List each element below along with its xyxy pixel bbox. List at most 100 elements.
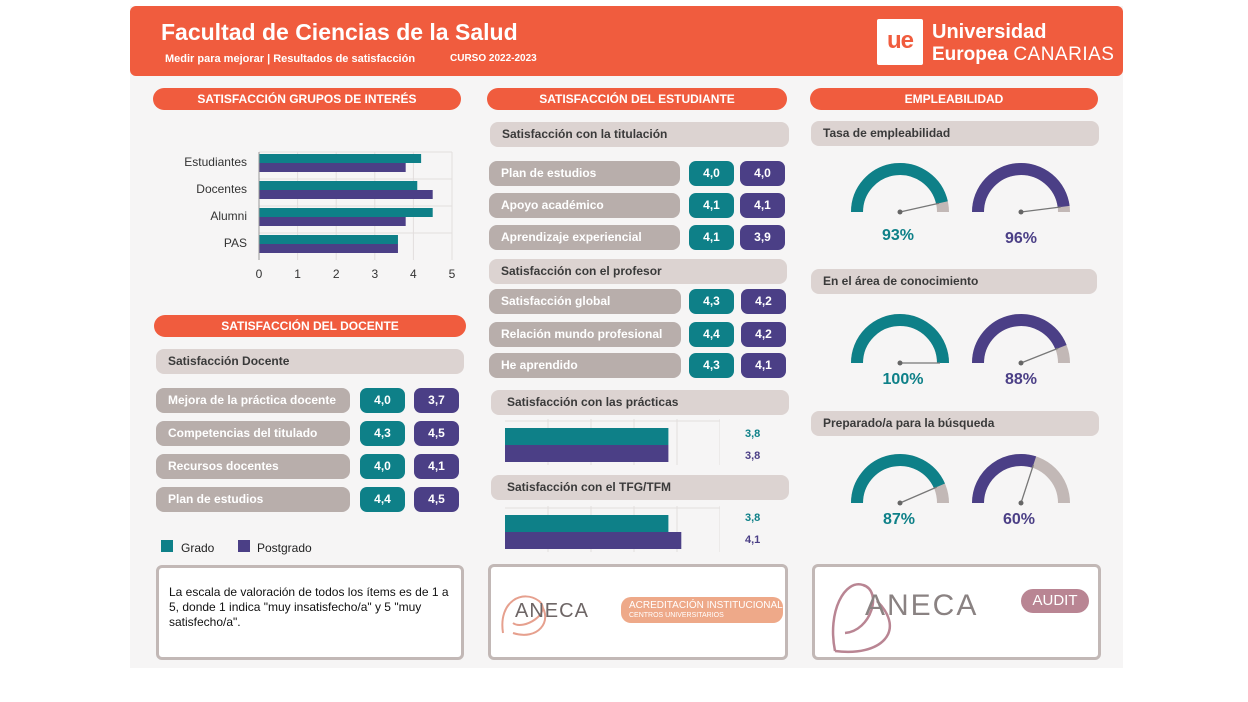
acreditacion-line2: CENTROS UNIVERSITARIOS — [629, 612, 724, 619]
titulacion-grado-value: 4,1 — [689, 193, 734, 218]
docente-grado-value: 4,0 — [360, 388, 405, 413]
area-block-title: En el área de conocimiento — [811, 269, 1097, 294]
bar-grado — [505, 515, 669, 532]
bar — [259, 163, 406, 172]
category-label: PAS — [224, 236, 247, 250]
area-grado-value: 100% — [882, 371, 924, 388]
tfg-bar-chart — [505, 506, 720, 552]
area-postgrado-gauge — [972, 314, 1070, 366]
header-banner: Facultad de Ciencias de la Salud Medir p… — [130, 6, 1123, 76]
busqueda-grado-value: 87% — [882, 511, 916, 528]
docente-row-label: Recursos docentes — [156, 454, 350, 479]
gauge-pivot — [1018, 500, 1024, 506]
aneca2-logo-text: ANECA — [865, 589, 978, 622]
titulacion-row-label: Plan de estudios — [489, 161, 680, 186]
scale-note-box: La escala de valoración de todos los íte… — [156, 565, 464, 660]
category-label: Docentes — [196, 182, 247, 196]
gauge-needle — [899, 202, 940, 213]
gauge-fill — [851, 314, 949, 364]
gauge-fill — [851, 163, 948, 213]
titulacion-grado-value: 4,1 — [689, 225, 734, 250]
gauge-fill — [972, 454, 1037, 504]
docente-postgrado-value: 4,1 — [414, 454, 459, 479]
empleo-block-title: Tasa de empleabilidad — [811, 121, 1099, 146]
docente-section-title: SATISFACCIÓN DEL DOCENTE — [154, 315, 466, 337]
titulacion-postgrado-value: 4,1 — [740, 193, 785, 218]
profesor-postgrado-value: 4,2 — [741, 322, 786, 347]
docente-postgrado-value: 4,5 — [414, 487, 459, 512]
logo-line2: Europea CANARIAS — [932, 44, 1114, 66]
profesor-grado-value: 4,4 — [689, 322, 734, 347]
bar — [259, 190, 433, 199]
practicas-bar-chart — [505, 419, 720, 465]
empleo-grado-gauge — [851, 163, 949, 215]
docente-grado-value: 4,3 — [360, 421, 405, 446]
empleabilidad-section-title: EMPLEABILIDAD — [810, 88, 1098, 110]
titulacion-subtitle: Satisfacción con la titulación — [490, 122, 789, 147]
gauge-pivot — [897, 500, 903, 506]
bar — [259, 217, 406, 226]
bar — [259, 235, 398, 244]
bar — [259, 208, 433, 217]
profesor-grado-value: 4,3 — [689, 353, 734, 378]
gauge-needle — [1020, 206, 1061, 213]
profesor-row-label: Relación mundo profesional — [489, 322, 681, 347]
gauge-pivot — [897, 209, 903, 215]
category-label: Alumni — [210, 209, 247, 223]
tick-label: 1 — [294, 267, 301, 281]
docente-row-label: Competencias del titulado — [156, 421, 350, 446]
docente-grado-value: 4,4 — [360, 487, 405, 512]
tick-label: 5 — [449, 267, 456, 281]
gauge-needle — [1020, 347, 1059, 364]
docente-postgrado-value: 3,7 — [414, 388, 459, 413]
audit-badge: AUDIT — [1021, 589, 1089, 613]
empleo-postgrado-value: 96% — [1004, 230, 1038, 247]
busqueda-grado-gauge — [851, 454, 949, 506]
titulacion-row-label: Aprendizaje experiencial — [489, 225, 680, 250]
profesor-postgrado-value: 4,2 — [741, 289, 786, 314]
gauge-pivot — [1018, 360, 1024, 366]
gauge-pivot — [1018, 209, 1024, 215]
aneca-triangle-logo-icon: ANECA — [501, 595, 589, 636]
course-label: CURSO 2022-2023 — [450, 53, 537, 64]
practicas-grado-value: 3,8 — [745, 428, 761, 440]
gauge-pivot — [897, 360, 903, 366]
groups-section-title: SATISFACCIÓN GRUPOS DE INTERÉS — [153, 88, 461, 110]
area-grado-gauge — [851, 314, 949, 366]
aneca-audit-logo: ANECA AUDIT — [812, 564, 1101, 660]
area-postgrado-value: 88% — [1004, 371, 1038, 388]
titulacion-postgrado-value: 3,9 — [740, 225, 785, 250]
aneca-audit-triangle-icon: ANECA — [831, 583, 978, 654]
profesor-row-label: He aprendido — [489, 353, 681, 378]
page-title: Facultad de Ciencias de la Salud — [161, 19, 518, 45]
university-logo-icon: ue — [877, 19, 923, 65]
gauge-fill — [972, 163, 1070, 213]
logo-europea: Europea — [932, 44, 1009, 65]
tfg-grado-value: 3,8 — [745, 512, 761, 524]
gauge-needle — [899, 486, 937, 504]
tick-label: 3 — [371, 267, 378, 281]
tfg-postgrado-value: 4,1 — [745, 534, 761, 546]
docente-row-label: Mejora de la práctica docente — [156, 388, 350, 413]
bar-postgrado — [505, 445, 669, 462]
docente-row-label: Plan de estudios — [156, 487, 350, 512]
titulacion-postgrado-value: 4,0 — [740, 161, 785, 186]
estudiante-section-title: SATISFACCIÓN DEL ESTUDIANTE — [487, 88, 787, 110]
empleo-grado-value: 93% — [881, 227, 915, 244]
groups-bar-chart: 0 1 2 3 4 5 Estudiantes Docentes Alumni PAS — [184, 151, 456, 281]
gauge-fill — [972, 314, 1067, 364]
titulacion-grado-value: 4,0 — [689, 161, 734, 186]
profesor-subtitle: Satisfacción con el profesor — [489, 259, 787, 284]
legend-grado-label: Grado — [181, 541, 215, 555]
bar-grado — [505, 428, 669, 445]
bar-postgrado — [505, 532, 682, 549]
category-label: Estudiantes — [184, 155, 247, 169]
logo-canarias: CANARIAS — [1013, 44, 1115, 65]
aneca-logo-text: ANECA — [515, 600, 589, 622]
bar — [259, 154, 422, 163]
profesor-postgrado-value: 4,1 — [741, 353, 786, 378]
tick-label: 2 — [333, 267, 340, 281]
acreditacion-line1: ACREDITACIÓN INSTITUCIONAL — [629, 600, 783, 611]
bar — [259, 244, 398, 253]
docente-subtitle: Satisfacción Docente — [156, 349, 464, 374]
